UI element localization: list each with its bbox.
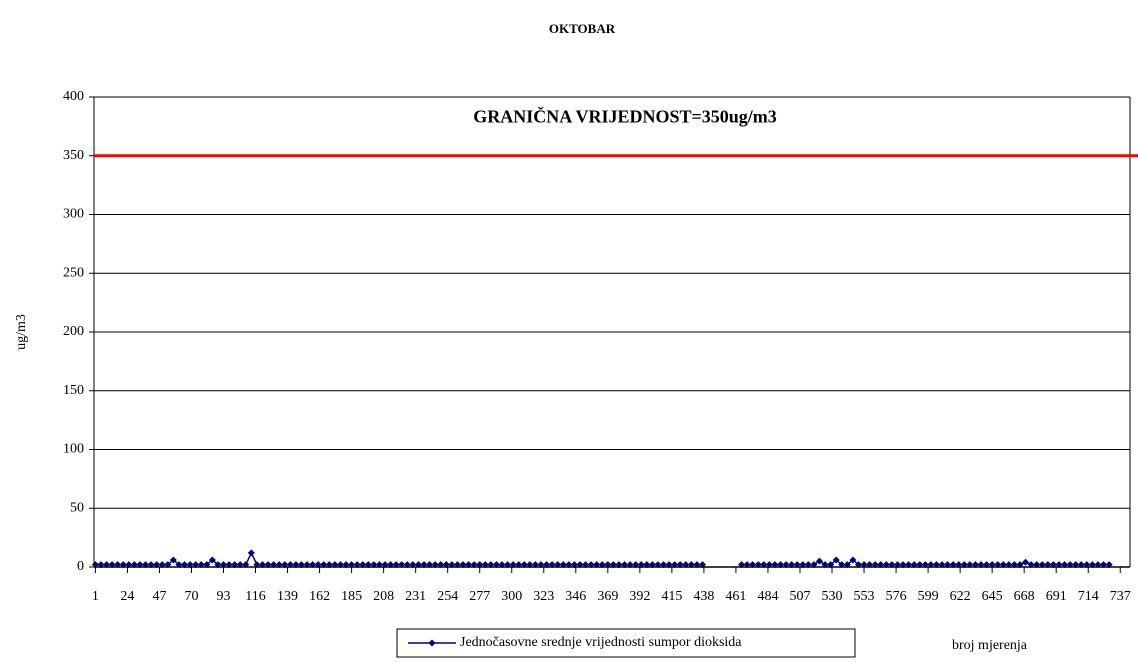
y-tick-label: 0 <box>77 559 84 574</box>
x-tick-label: 185 <box>341 589 362 604</box>
x-tick-label: 231 <box>405 589 426 604</box>
x-tick-label: 484 <box>757 589 778 604</box>
x-axis-label: broj mjerenja <box>952 638 1028 653</box>
x-tick-label: 737 <box>1110 589 1131 604</box>
x-tick-label: 645 <box>982 589 1003 604</box>
legend-label: Jednočasovne srednje vrijednosti sumpor … <box>460 635 742 650</box>
x-tick-label: 116 <box>245 589 265 604</box>
x-tick-label: 24 <box>120 589 134 604</box>
x-tick-label: 507 <box>789 589 810 604</box>
y-tick-label: 250 <box>63 265 84 280</box>
point-marker <box>832 556 840 564</box>
chart-title: OKTOBAR <box>549 21 616 36</box>
x-tick-label: 300 <box>501 589 522 604</box>
y-tick-label: 300 <box>63 207 84 222</box>
x-tick-label: 438 <box>693 589 714 604</box>
x-tick-label: 139 <box>277 589 298 604</box>
y-tick-label: 200 <box>63 324 84 339</box>
x-tick-label: 254 <box>437 589 458 604</box>
x-tick-label: 277 <box>469 589 490 604</box>
y-tick-label: 400 <box>63 89 84 104</box>
x-tick-label: 70 <box>184 589 198 604</box>
point-marker <box>208 556 216 564</box>
y-axis-label: ug/m3 <box>14 314 29 350</box>
x-tick-label: 576 <box>886 589 907 604</box>
x-tick-label: 162 <box>309 589 330 604</box>
x-tick-label: 415 <box>661 589 682 604</box>
x-tick-label: 530 <box>822 589 843 604</box>
reference-label: GRANIČNA VRIJEDNOST=350ug/m3 <box>473 105 776 126</box>
point-marker <box>849 556 857 564</box>
x-tick-label: 461 <box>725 589 746 604</box>
y-tick-label: 100 <box>63 442 84 457</box>
x-tick-label: 599 <box>918 589 939 604</box>
x-tick-label: 622 <box>950 589 971 604</box>
x-tick-label: 392 <box>629 589 650 604</box>
legend-box <box>396 628 856 658</box>
x-tick-label: 47 <box>152 589 166 604</box>
x-tick-label: 369 <box>597 589 618 604</box>
legend-marker <box>428 639 436 647</box>
x-tick-label: 1 <box>92 589 99 604</box>
x-tick-label: 93 <box>217 589 231 604</box>
x-tick-label: 323 <box>533 589 554 604</box>
point-marker <box>169 556 177 564</box>
x-tick-label: 668 <box>1014 589 1035 604</box>
x-tick-label: 346 <box>565 589 586 604</box>
y-tick-label: 150 <box>63 383 84 398</box>
point-marker <box>815 557 823 565</box>
x-tick-label: 691 <box>1046 589 1067 604</box>
x-tick-label: 553 <box>854 589 875 604</box>
x-tick-label: 208 <box>373 589 394 604</box>
point-marker <box>1022 558 1030 566</box>
y-tick-label: 50 <box>70 500 84 515</box>
point-marker <box>247 549 255 557</box>
x-tick-label: 714 <box>1078 589 1099 604</box>
y-tick-label: 350 <box>63 148 84 163</box>
